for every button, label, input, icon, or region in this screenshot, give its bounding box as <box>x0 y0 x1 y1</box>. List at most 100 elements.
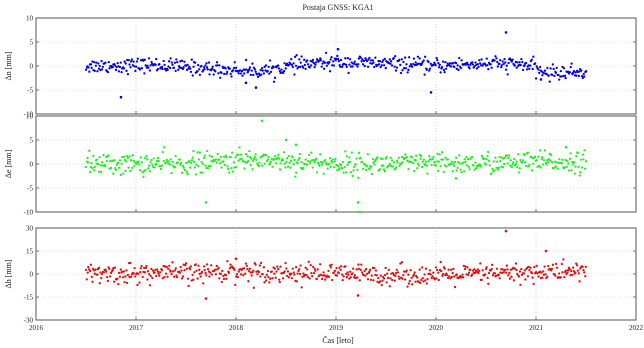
data-point <box>237 159 240 162</box>
data-point <box>515 268 518 272</box>
data-point <box>568 157 572 160</box>
data-point <box>127 58 130 62</box>
data-point <box>169 158 172 161</box>
data-point <box>173 165 177 169</box>
data-point <box>401 161 404 164</box>
data-point <box>97 170 101 173</box>
data-point <box>126 154 129 158</box>
data-point <box>129 66 132 69</box>
data-point <box>191 74 194 77</box>
data-point <box>388 162 391 166</box>
data-point <box>443 267 446 270</box>
data-point <box>483 273 487 276</box>
data-point <box>222 160 225 163</box>
data-point <box>108 275 112 278</box>
data-point <box>115 65 118 69</box>
data-point <box>136 57 139 60</box>
data-point <box>239 72 243 75</box>
data-point <box>460 59 463 62</box>
data-point <box>307 260 310 263</box>
data-point <box>246 267 249 271</box>
data-point <box>345 171 348 174</box>
data-point <box>345 272 348 275</box>
data-point <box>126 156 130 159</box>
data-point <box>210 273 213 276</box>
data-point <box>434 266 438 269</box>
data-point <box>372 61 375 64</box>
data-point <box>514 162 518 166</box>
data-point <box>480 154 484 158</box>
data-point <box>446 276 450 280</box>
data-point <box>248 66 252 69</box>
data-point <box>358 279 361 282</box>
data-point <box>143 72 146 75</box>
data-point <box>133 65 136 68</box>
data-point <box>527 265 530 269</box>
data-point <box>509 159 512 162</box>
data-point <box>522 272 526 275</box>
data-point <box>538 164 541 168</box>
outlier-point <box>564 145 568 149</box>
data-point <box>493 59 496 62</box>
data-point <box>219 162 222 165</box>
data-point <box>129 261 132 265</box>
data-point <box>407 273 410 276</box>
data-point <box>244 152 248 156</box>
data-point <box>349 276 352 279</box>
data-point <box>290 276 293 280</box>
data-point <box>109 160 112 163</box>
data-point <box>182 66 185 69</box>
data-point <box>222 155 226 159</box>
data-point <box>551 63 554 66</box>
data-point <box>182 166 185 169</box>
data-point <box>455 67 458 70</box>
data-point <box>538 65 542 69</box>
data-point <box>324 278 327 281</box>
panel-north-ylabel: Δn [mm] <box>4 51 13 80</box>
data-point <box>278 70 282 73</box>
data-point <box>355 268 358 271</box>
data-point <box>428 67 432 70</box>
data-point <box>136 283 139 287</box>
data-point <box>496 168 500 171</box>
x-tick-label: 2019 <box>329 324 344 332</box>
data-point <box>545 72 548 76</box>
data-point <box>222 277 226 281</box>
data-point <box>398 164 401 167</box>
data-point <box>192 150 195 153</box>
data-point <box>580 166 584 169</box>
data-point <box>579 158 583 161</box>
data-point <box>360 60 363 63</box>
data-point <box>529 155 533 158</box>
data-point <box>481 269 484 272</box>
data-point <box>126 72 130 76</box>
data-point <box>524 278 527 281</box>
data-point <box>452 162 455 165</box>
data-point <box>255 73 259 76</box>
data-point <box>235 273 239 276</box>
data-point <box>214 158 218 161</box>
data-point <box>548 80 551 83</box>
data-point <box>515 160 518 163</box>
data-point <box>320 65 323 68</box>
data-point <box>292 162 295 166</box>
data-point <box>380 284 383 287</box>
data-point <box>432 63 435 67</box>
data-point <box>575 74 578 77</box>
data-point <box>320 163 323 166</box>
data-point <box>542 159 546 162</box>
data-point <box>218 158 221 161</box>
data-point <box>383 170 387 173</box>
data-point <box>314 63 317 66</box>
panel-up-y-ticks: 30 15 0 -15 -30 <box>24 225 636 325</box>
data-point <box>313 267 316 270</box>
data-point <box>382 168 386 171</box>
data-point <box>240 157 243 160</box>
data-point <box>546 159 549 162</box>
data-point <box>195 269 198 272</box>
data-point <box>184 263 187 267</box>
data-point <box>324 51 328 55</box>
data-point <box>309 263 312 267</box>
data-point <box>450 275 453 279</box>
data-point <box>113 266 117 269</box>
